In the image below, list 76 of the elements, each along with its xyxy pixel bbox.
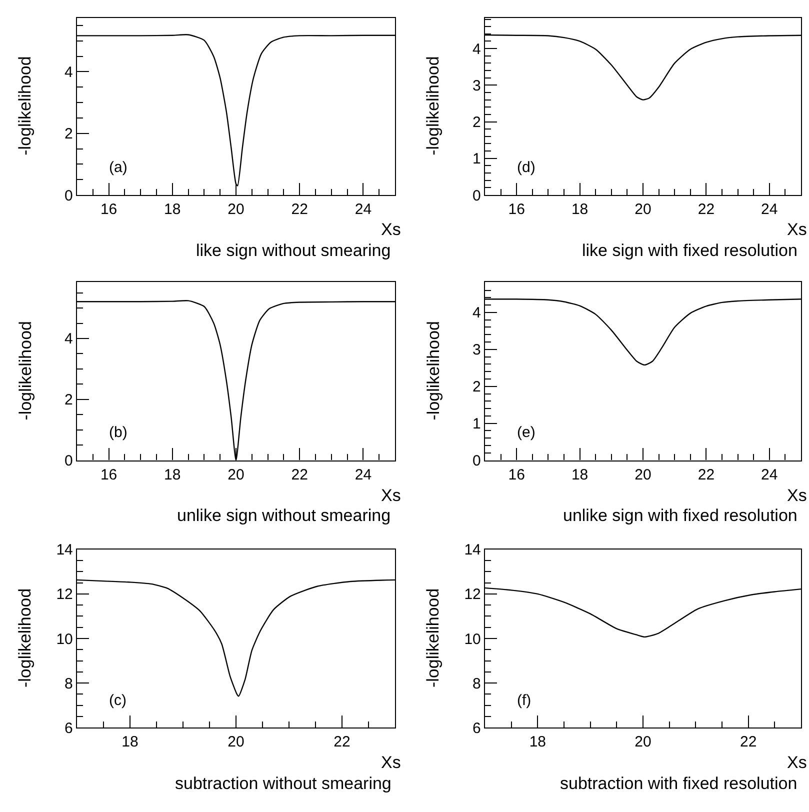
x-tick-label: 18 [164, 201, 181, 218]
x-axis-title: Xs [787, 486, 807, 505]
y-tick-label: 3 [472, 77, 481, 94]
x-tick-label: 20 [634, 734, 652, 751]
y-tick-label: 3 [472, 342, 481, 359]
y-axis-title: -loglikelihood [16, 321, 35, 420]
y-tick-label: 12 [464, 586, 481, 604]
x-tick-label: 18 [571, 201, 588, 218]
y-tick-label: 10 [56, 630, 73, 648]
x-tick-label: 22 [740, 734, 757, 751]
x-axis-title: Xs [787, 753, 807, 772]
text: unlike sign without smearing [177, 506, 391, 525]
x-axis-title: Xs [381, 486, 401, 505]
x-axis-title: Xs [381, 753, 401, 772]
x-axis-title: Xs [787, 220, 807, 239]
x-tick-label: 22 [698, 466, 715, 484]
y-tick-label: 12 [56, 586, 73, 604]
y-tick-label: 0 [64, 452, 73, 470]
x-axis-title: Xs [381, 220, 401, 239]
x-tick-label: 22 [334, 734, 350, 751]
y-tick-label: 2 [472, 114, 481, 132]
text: subtraction with fixed resolution [560, 774, 798, 793]
y-tick-label: 4 [472, 304, 481, 322]
x-tick-label: 24 [761, 201, 778, 218]
annotation: (a) [109, 159, 128, 176]
y-tick-label: 10 [464, 630, 481, 648]
x-tick-label: 16 [100, 201, 118, 218]
x-tick-label: 16 [508, 201, 525, 218]
x-tick-label: 20 [634, 201, 652, 218]
y-tick-label: 2 [472, 378, 481, 396]
y-tick-label: 2 [64, 392, 73, 409]
y-tick-label: 0 [472, 187, 481, 204]
x-tick-label: 22 [698, 201, 715, 218]
annotation: (e) [517, 424, 536, 441]
x-tick-label: 20 [228, 734, 244, 751]
x-tick-label: 16 [508, 466, 525, 484]
y-axis-title: -loglikelihood [424, 56, 443, 156]
x-tick-label: 18 [529, 734, 546, 751]
y-axis-title: -loglikelihood [16, 56, 35, 156]
text: subtraction without smearing [175, 774, 392, 793]
y-tick-label: 6 [64, 720, 73, 737]
text: like sign without smearing [196, 241, 391, 260]
y-tick-label: 1 [472, 150, 481, 168]
y-tick-label: 14 [56, 542, 73, 559]
x-tick-label: 22 [291, 201, 308, 218]
y-tick-label: 8 [472, 675, 481, 692]
x-tick-label: 24 [761, 466, 778, 484]
x-tick-label: 16 [100, 466, 118, 484]
y-tick-label: 4 [64, 330, 73, 348]
y-tick-label: 0 [472, 452, 481, 470]
y-tick-label: 0 [64, 187, 73, 204]
y-axis-title: -loglikelihood [15, 588, 34, 688]
x-tick-label: 18 [571, 466, 588, 484]
y-tick-label: 14 [464, 542, 481, 559]
text: like sign with fixed resolution [582, 241, 798, 260]
x-tick-label: 22 [291, 466, 308, 484]
x-tick-label: 24 [354, 201, 372, 218]
y-tick-label: 2 [64, 126, 73, 143]
x-tick-label: 20 [634, 466, 652, 484]
x-tick-label: 18 [164, 466, 181, 484]
y-axis-title: -loglikelihood [423, 588, 442, 688]
y-tick-label: 4 [64, 64, 73, 81]
y-tick-label: 1 [472, 416, 481, 433]
annotation: (b) [109, 424, 128, 441]
x-tick-label: 18 [122, 734, 138, 751]
x-tick-label: 24 [354, 466, 372, 484]
annotation: (f) [517, 692, 532, 709]
text: unlike sign with fixed resolution [563, 506, 798, 525]
annotation: (d) [517, 159, 536, 176]
x-tick-label: 20 [228, 201, 244, 218]
y-axis-title: -loglikelihood [424, 321, 443, 420]
y-tick-label: 6 [472, 720, 481, 737]
annotation: (c) [109, 692, 126, 709]
y-tick-label: 8 [64, 675, 73, 692]
x-tick-label: 20 [228, 466, 244, 484]
y-tick-label: 4 [472, 40, 481, 58]
